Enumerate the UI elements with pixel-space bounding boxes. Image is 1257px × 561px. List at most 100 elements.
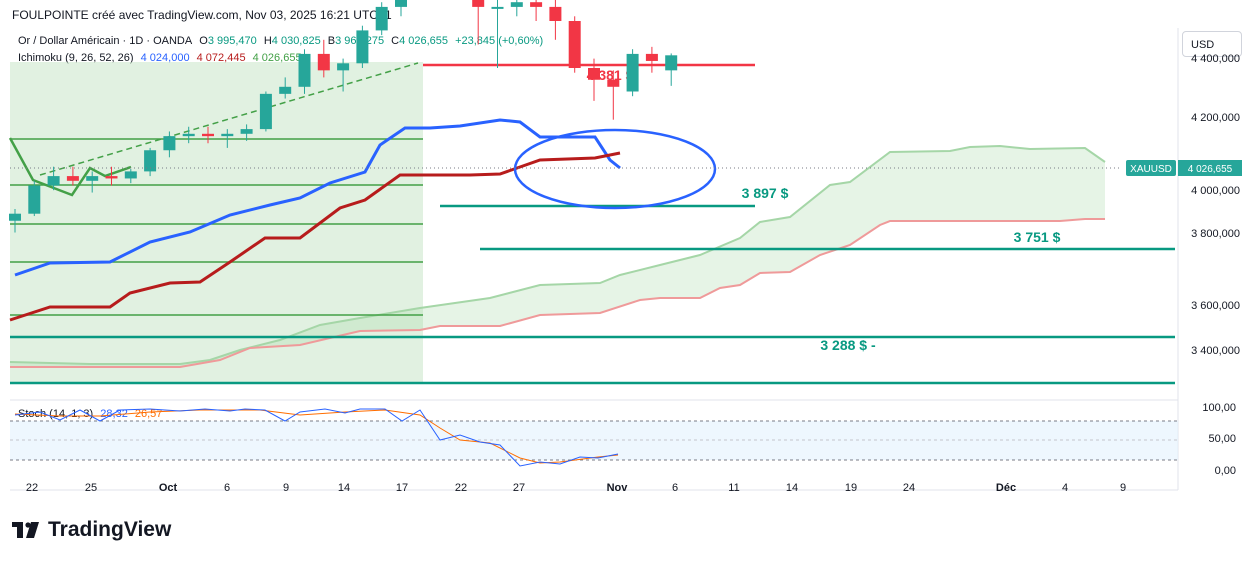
candle-body <box>182 133 195 137</box>
high-number: 4 030,825 <box>271 35 321 47</box>
candle-body <box>86 176 99 181</box>
candle-body <box>66 176 79 181</box>
time-tick: 19 <box>845 482 857 494</box>
stoch-legend: Stoch (14, 1, 3) 28,32 26,57 <box>18 408 166 420</box>
time-tick: 14 <box>338 482 350 494</box>
candle-body <box>28 185 41 214</box>
symbol-legend: Or / Dollar Américain · 1D · OANDA O3 99… <box>18 35 547 47</box>
open-number: 3 995,470 <box>207 35 257 47</box>
stoch-k-line <box>14 408 619 467</box>
candle-body <box>665 55 678 71</box>
ichimoku-tenkan <box>14 118 621 277</box>
candle-body <box>472 0 485 7</box>
stoch-d-value: 26,57 <box>134 408 163 420</box>
price-tick: 3 600,000 <box>1191 300 1240 312</box>
candle-body <box>240 129 253 134</box>
ichimoku-cloud <box>10 146 1105 367</box>
level-label-1: 3 897 $ <box>742 185 789 201</box>
price-tick: 3 800,000 <box>1191 228 1240 240</box>
time-tick: 22 <box>26 482 38 494</box>
candle-body <box>626 53 639 92</box>
close-label: C <box>391 35 400 47</box>
candle-body <box>105 176 118 179</box>
candle-body <box>124 171 137 179</box>
ichimoku-lagging-span <box>8 137 132 197</box>
open-value: O3 995,470 <box>199 35 257 47</box>
level-label-3: 3 288 $ - <box>820 337 876 353</box>
symbol-name: Or / Dollar Américain · 1D · OANDA <box>18 35 193 47</box>
candle-body <box>163 136 176 151</box>
level-label-2: 3 751 $ <box>1014 229 1061 245</box>
time-tick: 9 <box>283 482 289 494</box>
change-value: +23,845 (+0,60%) <box>455 35 544 47</box>
price-tick: 4 200,000 <box>1191 112 1240 124</box>
range-box <box>10 62 423 383</box>
time-tick: 14 <box>786 482 798 494</box>
trend-line <box>39 62 419 176</box>
candle-body <box>298 53 311 87</box>
ichimoku-span-a <box>9 144 1106 365</box>
currency-button[interactable]: USD <box>1182 31 1242 57</box>
candle-body <box>356 30 369 64</box>
price-tag-bg <box>1178 160 1242 176</box>
time-tick: 25 <box>85 482 97 494</box>
candle-body <box>588 68 600 80</box>
time-tick: 24 <box>903 482 915 494</box>
ichimoku-kijun <box>9 151 621 322</box>
candle-body <box>337 63 350 71</box>
candle-body <box>549 6 562 22</box>
time-tick: 17 <box>396 482 408 494</box>
stoch-tick: 50,00 <box>1208 433 1236 445</box>
ichimoku-tenkan-value: 4 024,000 <box>140 52 190 64</box>
candle-body <box>259 93 272 130</box>
chart-header: FOULPOINTE créé avec TradingView.com, No… <box>12 8 392 22</box>
time-tick: 4 <box>1062 482 1068 494</box>
symbol-tag-bg <box>1126 160 1176 176</box>
open-label: O <box>199 35 208 47</box>
high-value: H4 030,825 <box>264 35 321 47</box>
price-tick: 3 400,000 <box>1191 345 1240 357</box>
candle-body <box>510 2 523 7</box>
high-label: H <box>263 35 272 47</box>
ichimoku-span-b <box>10 218 1105 368</box>
symbol-tag: XAUUSD <box>1130 164 1172 175</box>
tradingview-logo: TradingView <box>12 518 171 542</box>
time-tick: 6 <box>224 482 230 494</box>
candle-body <box>221 133 234 137</box>
candle-body <box>645 53 658 61</box>
ichimoku-lagging-value: 4 026,655 <box>252 52 302 64</box>
ellipse-annotation <box>513 128 717 210</box>
ichimoku-label: Ichimoku (9, 26, 52, 26) <box>18 52 134 64</box>
tradingview-logo-icon <box>12 522 39 538</box>
price-tick: 4 000,000 <box>1191 185 1240 197</box>
close-value: C4 026,655 <box>391 35 448 47</box>
candle-body <box>202 133 214 137</box>
candle-body <box>317 53 330 71</box>
time-tick: Nov <box>607 482 629 494</box>
time-tick: 6 <box>672 482 678 494</box>
stoch-tick: 100,00 <box>1202 402 1236 414</box>
time-tick: Oct <box>159 482 178 494</box>
time-tick: 27 <box>513 482 525 494</box>
ichimoku-legend: Ichimoku (9, 26, 52, 26) 4 024,000 4 072… <box>18 52 306 64</box>
candle-body <box>375 6 388 31</box>
close-number: 4 026,655 <box>399 35 449 47</box>
low-label: B <box>327 35 336 47</box>
candle-body <box>144 150 157 172</box>
time-tick: 11 <box>728 482 739 494</box>
last-price-tag: XAUUSD 4 026,655 <box>1126 160 1242 176</box>
candle-body <box>395 0 407 7</box>
candle-body <box>491 6 504 9</box>
time-tick: 9 <box>1120 482 1126 494</box>
ichimoku-kijun-value: 4 072,445 <box>196 52 246 64</box>
time-tick: Déc <box>996 482 1016 494</box>
price-tag: 4 026,655 <box>1188 164 1233 175</box>
candle-body <box>530 2 543 7</box>
candle-body <box>9 213 21 221</box>
candle-body <box>607 79 620 87</box>
stoch-tick: 0,00 <box>1215 465 1236 477</box>
price-tick: 4 400,000 <box>1191 53 1240 65</box>
time-tick: 22 <box>455 482 467 494</box>
candle-body <box>568 21 581 68</box>
